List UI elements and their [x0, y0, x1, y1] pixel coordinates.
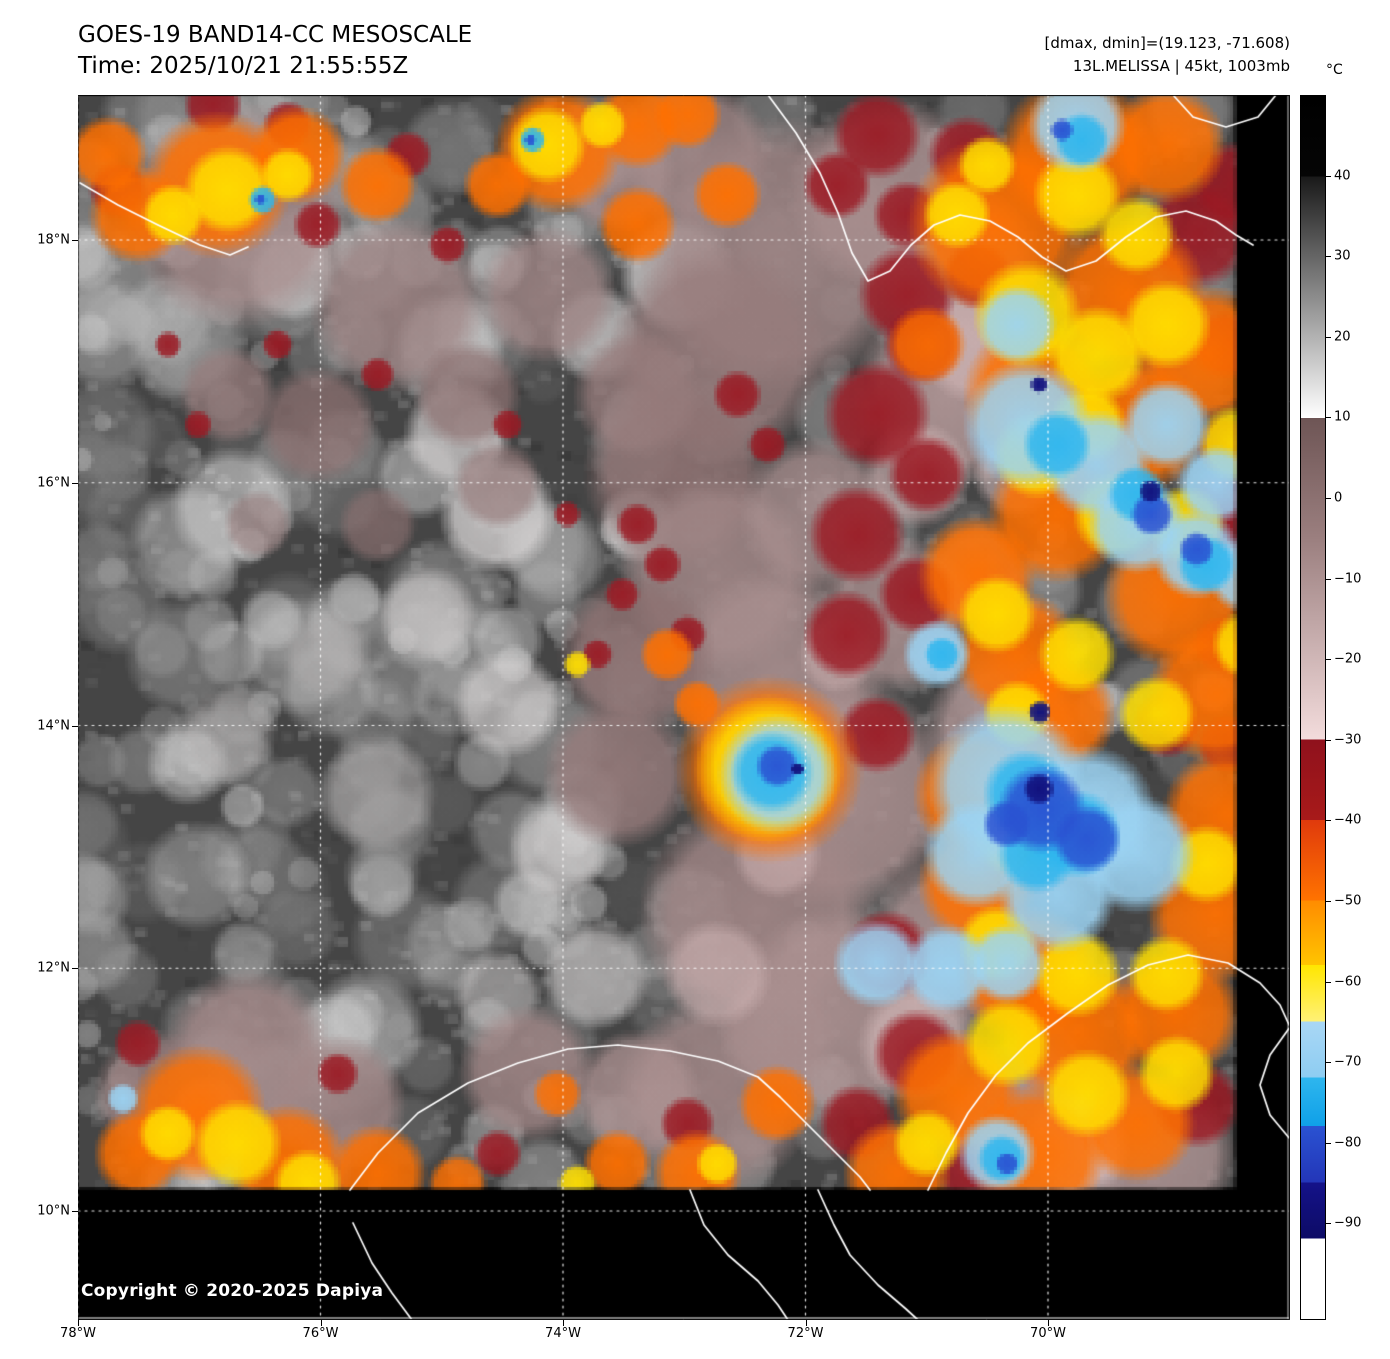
- colorbar-tick-label: 0: [1334, 490, 1343, 506]
- colorbar-tick-label: −50: [1334, 893, 1362, 909]
- lat-tickmark: [72, 968, 78, 970]
- colorbar-tickmark: [1326, 900, 1331, 902]
- storm-info-annotation: 13L.MELISSA | 45kt, 1003mb: [1072, 57, 1290, 75]
- colorbar-tickmark: [1326, 497, 1331, 499]
- colorbar-tickmark: [1326, 1223, 1331, 1225]
- lat-tickmark: [72, 725, 78, 727]
- lon-tickmark: [1048, 1320, 1049, 1326]
- annotation-block: [dmax, dmin]=(19.123, -71.608) 13L.MELIS…: [1045, 32, 1290, 78]
- lat-tickmark: [72, 1211, 78, 1212]
- colorbar-tick-label: 20: [1334, 329, 1351, 345]
- satellite-canvas: [78, 95, 1290, 1320]
- dmax-dmin-annotation: [dmax, dmin]=(19.123, -71.608): [1044, 34, 1290, 52]
- colorbar-tickmark: [1326, 981, 1331, 983]
- lon-tick-label: 76°W: [302, 1326, 339, 1341]
- colorbar-tick-label: −20: [1334, 651, 1362, 667]
- colorbar-tickmark: [1326, 336, 1331, 338]
- colorbar-tickmark: [1326, 1142, 1331, 1144]
- colorbar-tickmark: [1326, 1062, 1331, 1064]
- colorbar-tick-label: −30: [1334, 732, 1362, 748]
- colorbar: [1300, 95, 1326, 1320]
- colorbar-tick-label: −40: [1334, 812, 1362, 828]
- lon-tick-label: 72°W: [787, 1326, 824, 1341]
- copyright-text: Copyright © 2020-2025 Dapiya: [81, 1281, 384, 1301]
- lon-tick-label: 70°W: [1030, 1326, 1066, 1341]
- colorbar-tick-label: −80: [1334, 1135, 1362, 1151]
- lon-tick-label: 74°W: [545, 1326, 581, 1341]
- colorbar-tick-label: 10: [1334, 409, 1351, 425]
- title-block: GOES-19 BAND14-CC MESOSCALE Time: 2025/1…: [78, 20, 472, 82]
- lon-tickmark: [320, 1320, 322, 1326]
- lat-tick-label: 18°N: [37, 232, 70, 248]
- colorbar-tickmark: [1326, 256, 1331, 258]
- colorbar-gradient: [1301, 96, 1325, 1319]
- colorbar-tickmark: [1326, 659, 1331, 661]
- colorbar-tick-label: −60: [1334, 974, 1362, 989]
- lon-tickmark: [78, 1320, 79, 1326]
- colorbar-unit-label: °C: [1326, 62, 1343, 78]
- colorbar-tick-label: −10: [1334, 571, 1362, 587]
- lat-tick-label: 14°N: [37, 718, 70, 733]
- colorbar-tickmark: [1326, 417, 1331, 419]
- colorbar-tickmark: [1326, 578, 1331, 580]
- lon-tickmark: [805, 1320, 807, 1326]
- lon-tickmark: [563, 1320, 564, 1326]
- lat-tick-label: 10°N: [37, 1203, 70, 1219]
- lat-tickmark: [72, 482, 78, 484]
- lon-tick-label: 78°W: [60, 1326, 96, 1341]
- colorbar-tickmark: [1326, 820, 1331, 822]
- lat-tickmark: [72, 240, 78, 241]
- colorbar-tick-label: −90: [1334, 1215, 1362, 1231]
- page-time: Time: 2025/10/21 21:55:55Z: [78, 53, 409, 79]
- colorbar-tick-label: 30: [1334, 248, 1351, 264]
- colorbar-tick-label: 40: [1334, 168, 1351, 184]
- colorbar-tickmark: [1326, 739, 1331, 741]
- page-title: GOES-19 BAND14-CC MESOSCALE: [78, 22, 473, 48]
- lat-tick-label: 12°N: [37, 960, 70, 976]
- colorbar-tick-label: −70: [1334, 1054, 1362, 1070]
- lat-tick-label: 16°N: [37, 475, 70, 491]
- colorbar-tickmark: [1326, 175, 1331, 177]
